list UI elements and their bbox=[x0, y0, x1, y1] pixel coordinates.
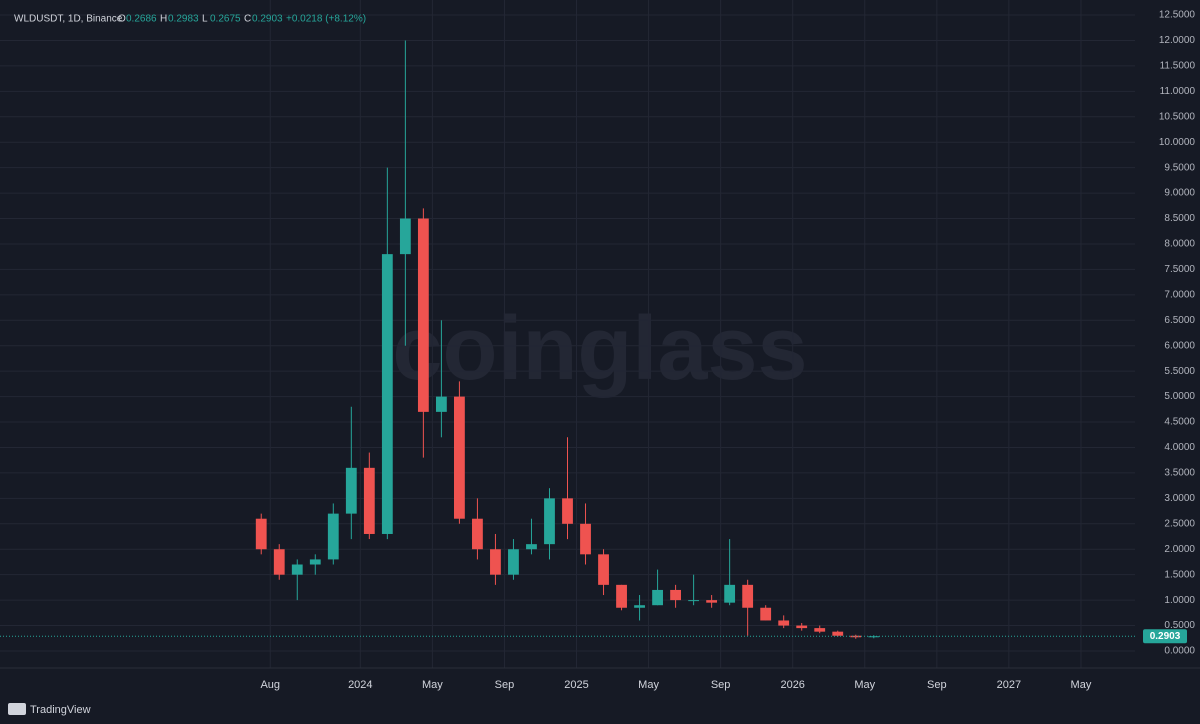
y-tick-label: 4.5000 bbox=[1164, 417, 1195, 428]
candle-body bbox=[796, 625, 808, 629]
ohlc-value: 0.2686 bbox=[126, 14, 157, 25]
candle-body bbox=[778, 620, 790, 626]
candle-body bbox=[868, 636, 880, 638]
ohlc-key: L bbox=[202, 14, 208, 25]
symbol: WLDUSDT, 1D, Binance bbox=[14, 14, 123, 25]
grid bbox=[0, 0, 1135, 668]
x-tick-label: May bbox=[1071, 679, 1092, 691]
ohlc-value: 0.2675 bbox=[210, 14, 241, 25]
candle-body bbox=[435, 396, 447, 412]
last-price-box bbox=[1143, 629, 1187, 644]
y-tick-label: 10.0000 bbox=[1159, 137, 1196, 148]
ohlc-value: 0.2983 bbox=[168, 14, 199, 25]
candle-body bbox=[580, 523, 591, 555]
candle-body bbox=[345, 467, 357, 514]
y-tick-label: 1.5000 bbox=[1164, 569, 1195, 580]
y-tick-label: 9.5000 bbox=[1164, 162, 1195, 173]
candle-body bbox=[291, 564, 303, 575]
candle-body bbox=[273, 549, 285, 575]
candle-body bbox=[327, 513, 339, 560]
x-tick-label: 2027 bbox=[997, 679, 1021, 691]
y-tick-label: 10.5000 bbox=[1159, 111, 1196, 122]
y-tick-label: 7.0000 bbox=[1164, 289, 1195, 300]
x-tick-label: May bbox=[854, 679, 875, 691]
x-tick-label: Sep bbox=[495, 679, 515, 691]
ohlc-key: O bbox=[118, 14, 126, 25]
y-tick-label: 11.0000 bbox=[1160, 86, 1196, 97]
candle-body bbox=[760, 607, 772, 621]
candle-body bbox=[724, 584, 736, 603]
candle-body bbox=[706, 600, 718, 603]
candle-body bbox=[562, 498, 573, 524]
candle-body bbox=[508, 549, 519, 575]
candle-body bbox=[814, 628, 826, 632]
ohlc-key: H bbox=[160, 14, 167, 25]
x-tick-label: 2025 bbox=[564, 679, 588, 691]
y-tick-label: 12.5000 bbox=[1159, 10, 1196, 21]
y-tick-label: 6.0000 bbox=[1164, 340, 1195, 351]
y-tick-label: 0.0000 bbox=[1164, 646, 1195, 657]
candle-body bbox=[526, 544, 537, 550]
x-tick-label: May bbox=[422, 679, 443, 691]
candle-body bbox=[309, 559, 321, 565]
plot bbox=[255, 40, 880, 639]
y-tick-label: 5.5000 bbox=[1164, 366, 1195, 377]
candle-body bbox=[688, 600, 700, 602]
candle-body bbox=[417, 218, 429, 412]
y-tick-label: 3.0000 bbox=[1164, 493, 1195, 504]
y-tick-label: 4.0000 bbox=[1164, 442, 1195, 453]
candle-body bbox=[616, 584, 627, 608]
candle-body bbox=[598, 554, 609, 585]
candle-body bbox=[381, 254, 393, 534]
x-tick-label: Aug bbox=[260, 679, 280, 691]
y-tick-label: 12.0000 bbox=[1159, 35, 1196, 46]
candle-body bbox=[490, 549, 501, 575]
x-tick-label: 2024 bbox=[348, 679, 372, 691]
last-price-label: 0.2903 bbox=[1150, 631, 1181, 642]
candle-body bbox=[652, 589, 663, 606]
y-tick-label: 2.0000 bbox=[1164, 544, 1195, 555]
candle-body bbox=[363, 467, 375, 534]
change: +0.0218 (+8.12%) bbox=[286, 14, 366, 25]
x-tick-label: 2026 bbox=[780, 679, 804, 691]
y-tick-label: 0.5000 bbox=[1164, 620, 1195, 631]
y-tick-label: 5.0000 bbox=[1164, 391, 1195, 402]
y-tick-label: 6.5000 bbox=[1164, 315, 1195, 326]
x-tick-label: Sep bbox=[711, 679, 731, 691]
candle-body bbox=[454, 396, 465, 519]
candle-body bbox=[399, 218, 411, 255]
candle-body bbox=[832, 631, 844, 636]
y-tick-label: 3.5000 bbox=[1164, 468, 1195, 479]
brand: TradingView bbox=[30, 704, 91, 716]
candle-body bbox=[472, 518, 483, 550]
ohlc-value: 0.2903 bbox=[252, 14, 283, 25]
y-tick-label: 7.5000 bbox=[1164, 264, 1195, 275]
candle-body bbox=[544, 498, 555, 545]
candle-body bbox=[670, 589, 681, 601]
y-tick-label: 9.0000 bbox=[1164, 188, 1195, 199]
brand-logo bbox=[8, 703, 26, 715]
y-tick-label: 8.0000 bbox=[1164, 239, 1195, 250]
y-tick-label: 11.5000 bbox=[1160, 61, 1196, 72]
y-tick-label: 2.5000 bbox=[1164, 518, 1195, 529]
x-tick-label: Sep bbox=[927, 679, 947, 691]
header: WLDUSDT, 1D, Binance O 0.2686 H 0.2983 L 0.26… bbox=[14, 14, 366, 25]
candle-body bbox=[255, 518, 267, 550]
candle-body bbox=[742, 584, 754, 608]
ohlc-key: C bbox=[244, 14, 251, 25]
x-tick-label: May bbox=[638, 679, 659, 691]
candle-body bbox=[634, 605, 645, 608]
y-tick-label: 8.5000 bbox=[1164, 213, 1195, 224]
y-tick-label: 1.0000 bbox=[1164, 595, 1195, 606]
watermark: coinglass bbox=[392, 299, 807, 399]
